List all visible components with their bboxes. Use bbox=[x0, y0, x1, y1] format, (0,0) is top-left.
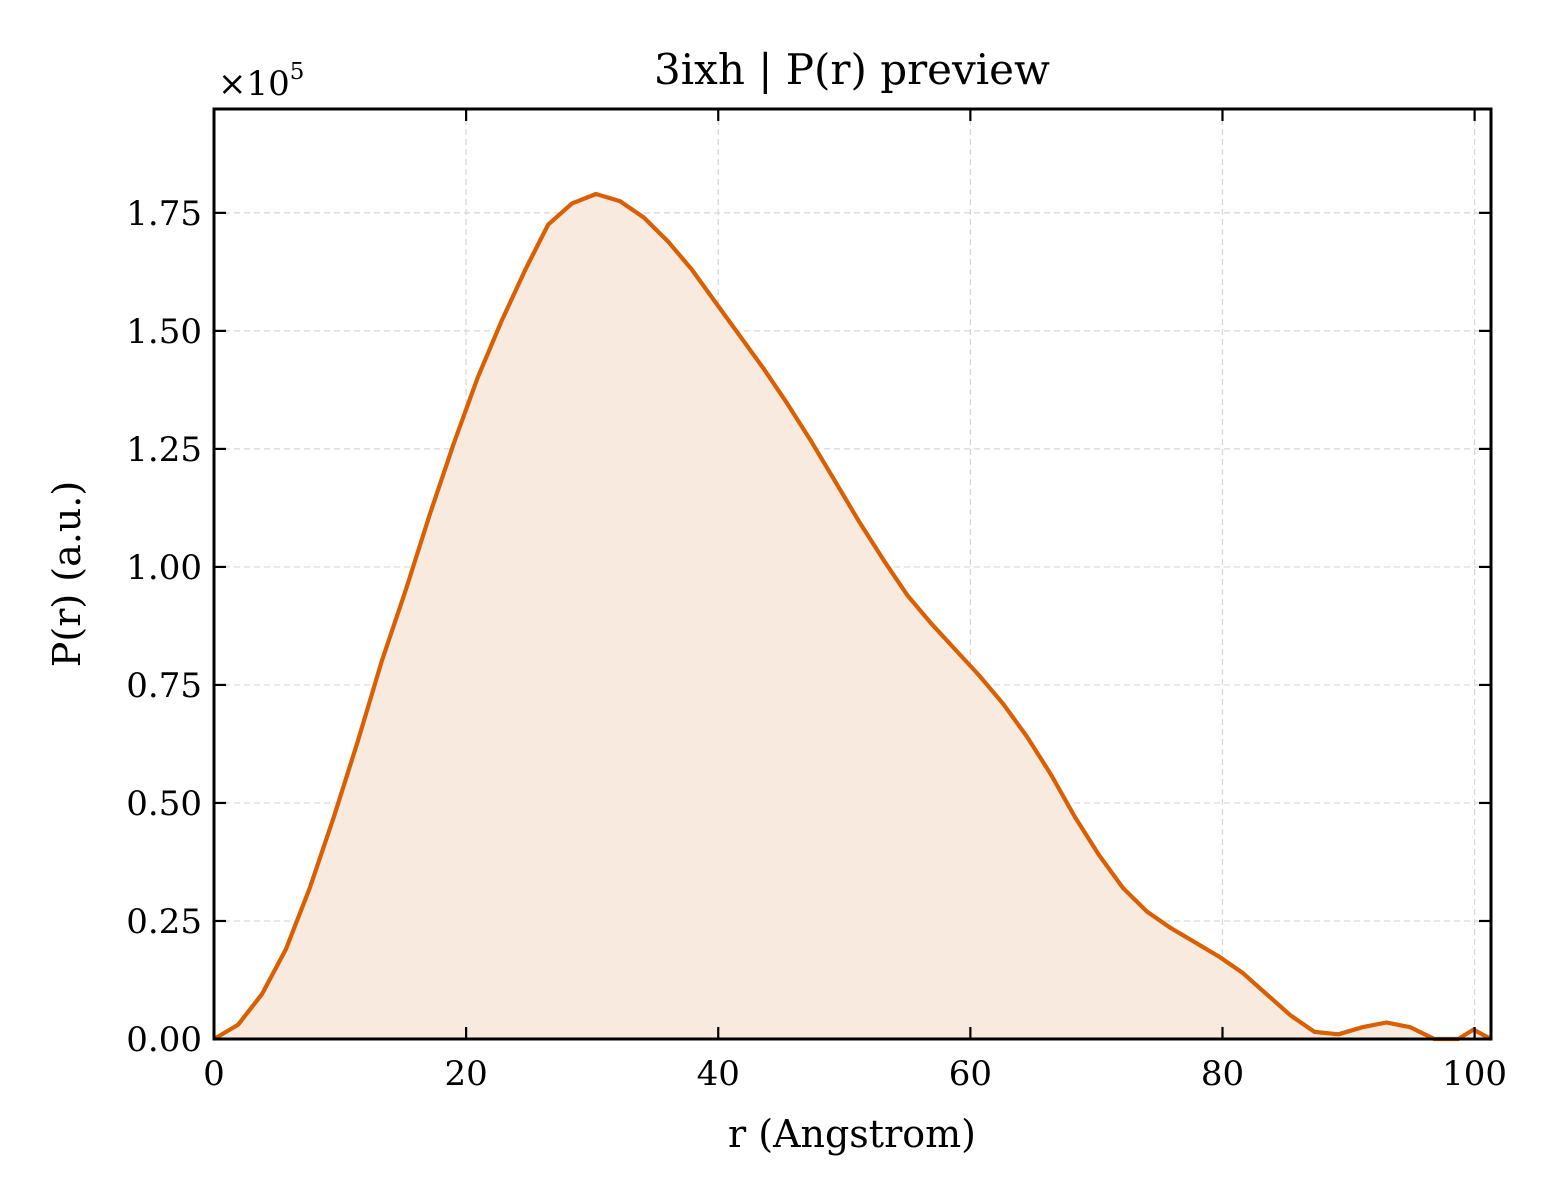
x-tick-label: 100 bbox=[1442, 1054, 1507, 1094]
series-line bbox=[212, 191, 1492, 1042]
y-tick-label: 0.00 bbox=[126, 1020, 202, 1060]
y-multiplier-base: ×10 bbox=[218, 64, 290, 104]
y-axis-label: P(r) (a.u.) bbox=[45, 481, 89, 667]
x-tick-label: 40 bbox=[697, 1054, 740, 1094]
y-tick-label: 1.25 bbox=[126, 430, 202, 470]
plot-frame bbox=[212, 107, 1493, 1041]
y-tick-label: 0.25 bbox=[126, 902, 202, 942]
y-tick-label: 1.75 bbox=[126, 194, 202, 234]
x-tick-label: 60 bbox=[949, 1054, 992, 1094]
x-tick-label: 80 bbox=[1201, 1054, 1244, 1094]
y-multiplier: ×105 bbox=[218, 59, 304, 104]
chart-title: 3ixh | P(r) preview bbox=[654, 45, 1050, 94]
area-fill bbox=[214, 194, 1491, 1039]
tick-layer: 0 20 40 60 80 100 0.00 0.25 0.50 0.75 1.00 1.25 1.50… bbox=[126, 109, 1507, 1094]
y-tick-label: 0.75 bbox=[126, 666, 202, 706]
x-axis-label: r (Angstrom) bbox=[728, 1112, 976, 1156]
y-multiplier-exponent: 5 bbox=[290, 59, 305, 85]
y-tick-label: 1.50 bbox=[126, 312, 202, 352]
y-tick-label: 0.50 bbox=[126, 784, 202, 824]
y-tick-label: 1.00 bbox=[126, 548, 202, 588]
x-tick-label: 20 bbox=[444, 1054, 487, 1094]
x-tick-label: 0 bbox=[203, 1054, 225, 1094]
